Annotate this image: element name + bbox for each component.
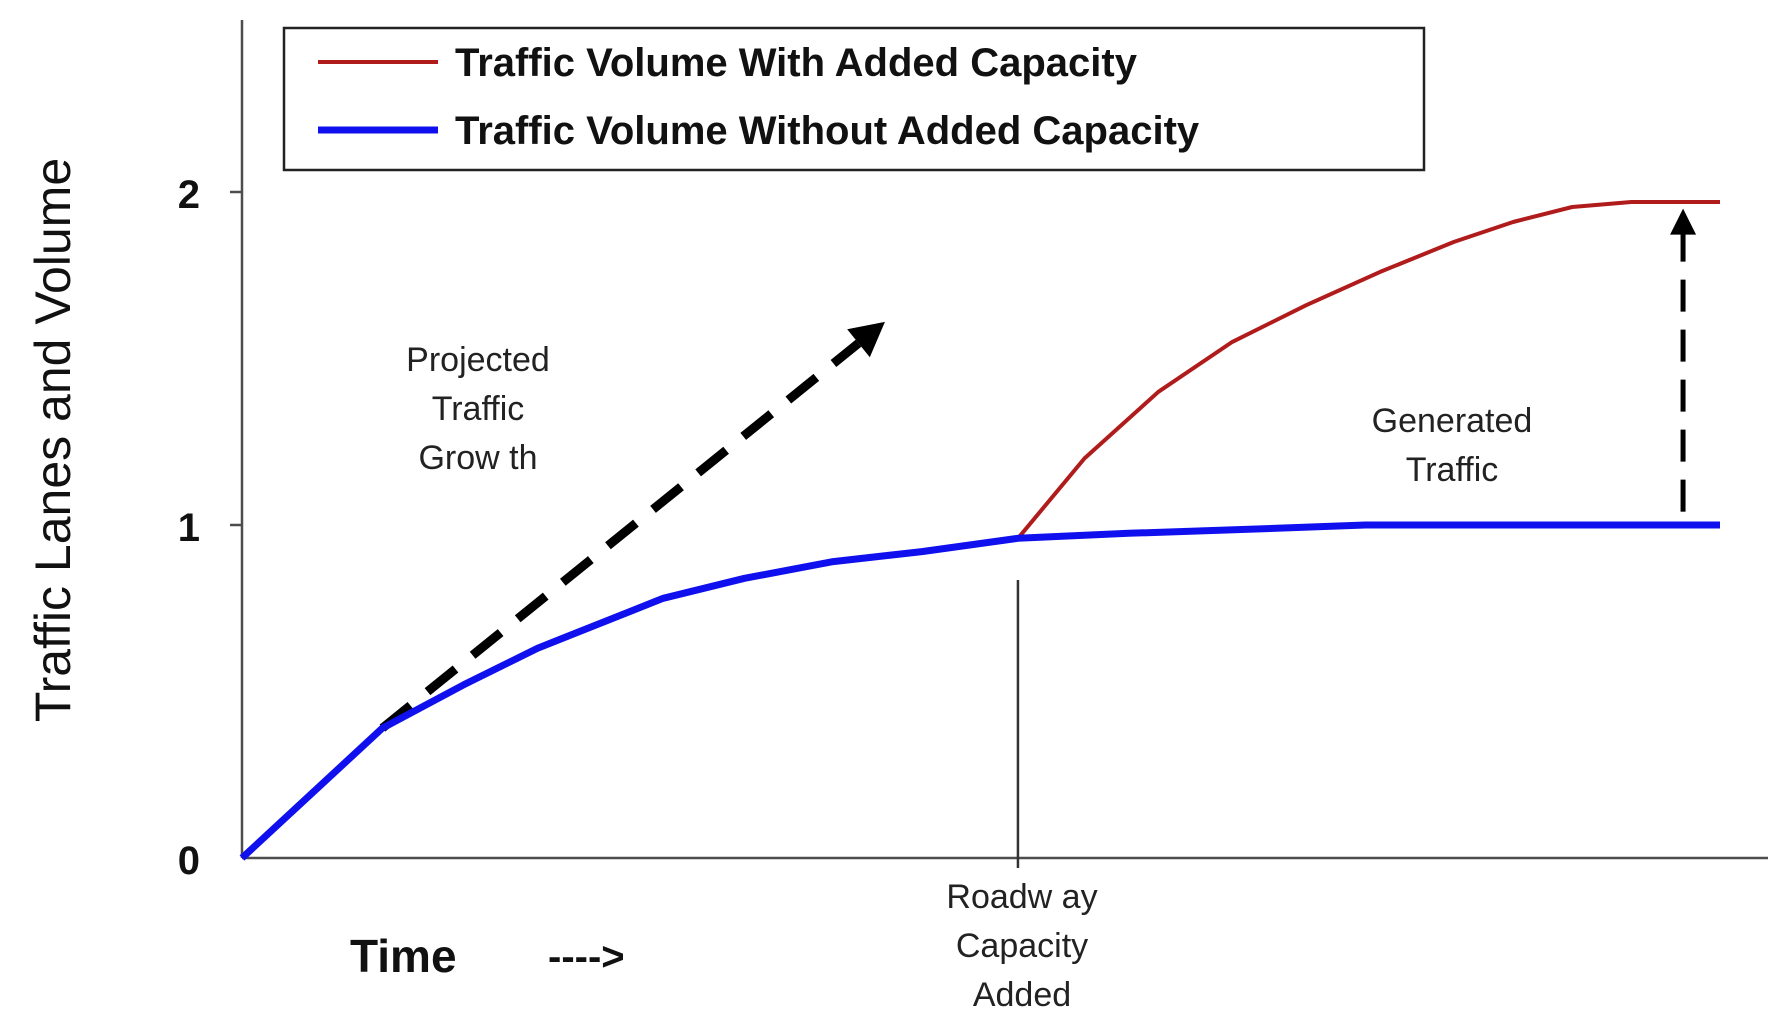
annotation-capacity-line-1: Roadw ay bbox=[946, 878, 1097, 916]
legend-label-with-added-capacity: Traffic Volume With Added Capacity bbox=[455, 41, 1138, 85]
generated-traffic-arrow-head bbox=[1670, 208, 1697, 235]
y-tick-label-1: 1 bbox=[178, 506, 200, 550]
annotation-generated-traffic: Generated Traffic bbox=[1372, 402, 1533, 489]
annotation-generated-line-1: Generated bbox=[1372, 402, 1533, 440]
x-axis-label: Time bbox=[350, 930, 457, 982]
projected-growth-arrow-head bbox=[847, 321, 885, 358]
projected-growth-arrow bbox=[379, 321, 885, 732]
annotation-projected-line-2: Traffic bbox=[432, 390, 525, 428]
projected-growth-arrow-shaft bbox=[379, 339, 862, 732]
generated-traffic-arrow bbox=[1670, 208, 1697, 512]
annotation-generated-line-2: Traffic bbox=[1406, 451, 1499, 489]
annotation-projected-traffic-growth: Projected Traffic Grow th bbox=[406, 341, 550, 477]
legend: Traffic Volume With Added Capacity Traff… bbox=[282, 26, 1426, 172]
annotation-roadway-capacity-added: Roadw ay Capacity Added bbox=[946, 878, 1097, 1014]
y-axis-label: Traffic Lanes and Volume bbox=[25, 158, 81, 722]
annotation-projected-line-1: Projected bbox=[406, 341, 550, 379]
legend-box bbox=[282, 26, 1426, 172]
x-axis-arrow-text: ----> bbox=[548, 935, 625, 979]
y-tick-label-2: 2 bbox=[178, 173, 200, 217]
series-line-without-added-capacity bbox=[239, 521, 1720, 861]
axes bbox=[230, 20, 1768, 860]
annotation-projected-line-3: Grow th bbox=[418, 439, 537, 477]
y-tick-label-0: 0 bbox=[178, 839, 200, 883]
series-line-with-added-capacity bbox=[1016, 200, 1720, 540]
annotation-capacity-line-3: Added bbox=[973, 976, 1071, 1014]
annotation-capacity-line-2: Capacity bbox=[956, 927, 1088, 965]
legend-label-without-added-capacity: Traffic Volume Without Added Capacity bbox=[455, 109, 1200, 153]
